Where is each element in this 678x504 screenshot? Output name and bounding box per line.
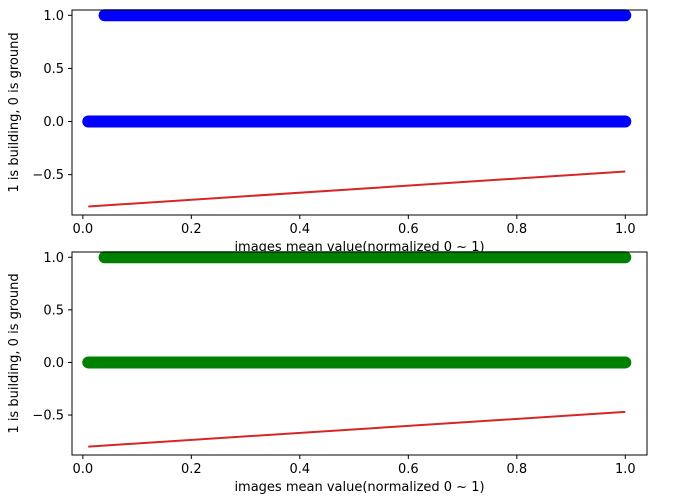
x-tick-label: 0.4 <box>289 462 310 477</box>
subplot-2: 0.0 0.2 0.4 0.6 0.8 1.0 −0.5 0.0 0.5 1.0 images me… <box>7 251 648 495</box>
fit-line <box>88 410 626 448</box>
y-tick-label: 0.0 <box>43 115 64 130</box>
y-tick-label: 0.5 <box>43 303 64 318</box>
x-tick-label: 0.2 <box>181 222 202 237</box>
y-tick-label: −0.5 <box>32 168 64 183</box>
y-tick-label: 0.0 <box>43 356 64 371</box>
x-tick-label: 1.0 <box>615 222 636 237</box>
fit-line <box>88 170 626 208</box>
x-tick-label: 0.4 <box>289 222 310 237</box>
x-tick-label: 0.6 <box>398 462 419 477</box>
x-tick-label: 0.2 <box>181 462 202 477</box>
x-axis-label: images mean value(normalized 0 ~ 1) <box>234 480 484 495</box>
x-tick-label: 0.8 <box>506 222 527 237</box>
y-axis-label: 1 is building, 0 is ground <box>7 32 22 192</box>
x-tick-label: 0.0 <box>73 222 94 237</box>
y-axis-label: 1 is building, 0 is ground <box>7 273 22 433</box>
y-tick-label: 1.0 <box>43 251 64 266</box>
axes-frame <box>71 251 648 456</box>
x-tick-label: 0.8 <box>506 462 527 477</box>
y-tick-label: 0.5 <box>43 62 64 77</box>
subplot-1: 0.0 0.2 0.4 0.6 0.8 1.0 −0.5 0.0 0.5 1.0 images me… <box>7 9 648 255</box>
x-axis-label: images mean value(normalized 0 ~ 1) <box>234 240 484 255</box>
x-tick-label: 0.6 <box>398 222 419 237</box>
y-tick-label: 1.0 <box>43 9 64 24</box>
y-tick-label: −0.5 <box>32 409 64 424</box>
x-tick-label: 1.0 <box>615 462 636 477</box>
x-tick-label: 0.0 <box>73 462 94 477</box>
axes-frame <box>71 9 648 216</box>
